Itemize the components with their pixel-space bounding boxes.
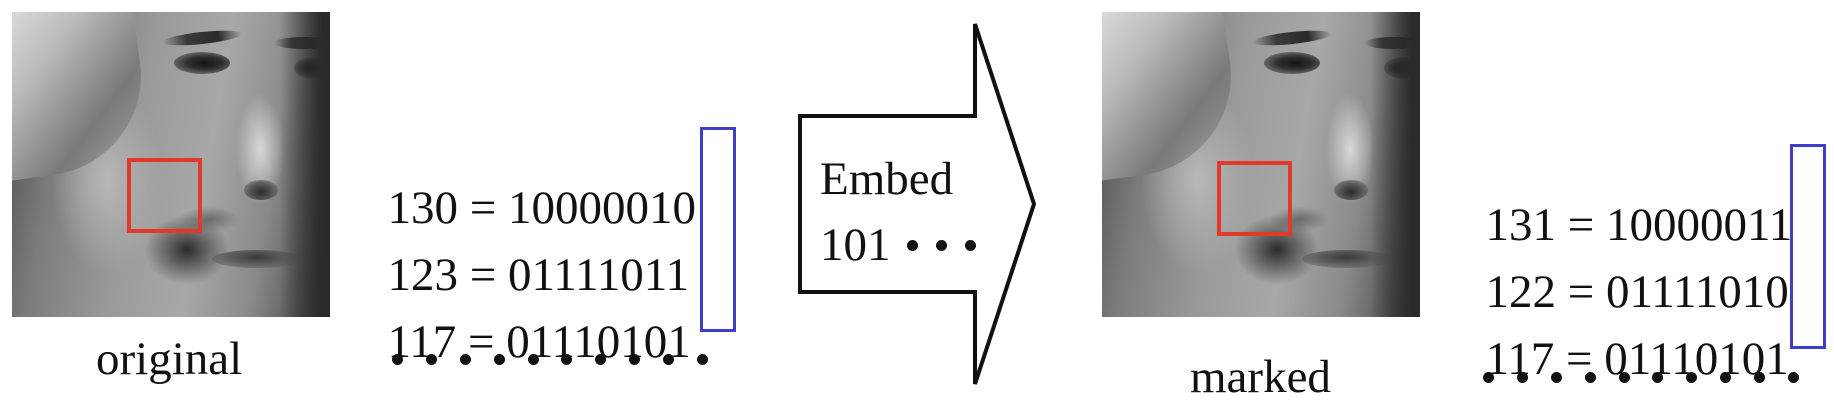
original-decimal: 123 <box>387 249 459 301</box>
original-binary-prefix: 0111101 <box>508 249 666 301</box>
original-lsb-column-box <box>700 127 736 332</box>
continuation-dot <box>527 354 539 365</box>
ellipsis-dot <box>964 240 976 251</box>
continuation-dot <box>493 354 505 365</box>
marked-binary-prefix: 1000001 <box>1606 199 1769 251</box>
continuation-dot <box>1652 372 1664 383</box>
marked-lsb: 0 <box>1765 266 1789 318</box>
continuation-dot <box>663 354 674 365</box>
continuation-dot <box>1754 372 1765 383</box>
embed-label: Embed <box>820 153 954 205</box>
marked-decimal: 131 <box>1485 199 1557 251</box>
continuation-dot <box>392 354 403 365</box>
marked-lsb-column-box <box>1790 144 1826 349</box>
original-caption: original <box>96 333 243 385</box>
marked-lsb: 1 <box>1765 333 1789 385</box>
ellipsis-dot <box>935 240 947 251</box>
original-face-image <box>12 12 330 317</box>
continuation-dot <box>1618 372 1630 383</box>
embed-arrow <box>798 23 1037 385</box>
original-continuation-dots <box>392 354 708 365</box>
equals-sign: = <box>458 182 509 234</box>
marked-decimal: 122 <box>1485 266 1557 318</box>
original-lsb: 1 <box>665 249 690 301</box>
continuation-dot <box>595 354 607 365</box>
continuation-dot <box>1550 372 1562 383</box>
ellipsis-dot <box>906 240 918 251</box>
marked-continuation-dots <box>1483 372 1799 383</box>
continuation-dot <box>1516 372 1528 383</box>
original-decimal: 130 <box>387 182 459 234</box>
continuation-dot <box>1787 372 1799 383</box>
continuation-dot <box>561 354 573 365</box>
marked-equation-row: 117 = 01110101 <box>1462 289 1789 383</box>
marked-binary-prefix: 0111101 <box>1606 266 1766 318</box>
continuation-dot <box>1720 372 1732 383</box>
marked-caption: marked <box>1190 351 1331 403</box>
original-pixel-highlight-box <box>127 158 202 233</box>
marked-equation-row: 122 = 01111010 <box>1462 222 1789 316</box>
original-equation-row: 117 = 01110101 <box>364 272 691 366</box>
embed-bits-dots <box>906 240 976 251</box>
original-lsb: 1 <box>667 316 691 368</box>
marked-binary-prefix: 0111010 <box>1604 333 1766 385</box>
marked-lsb: 1 <box>1768 199 1793 251</box>
embed-bits-row: 101 <box>820 222 976 269</box>
equals-sign: = <box>1556 199 1607 251</box>
equals-sign: = <box>1556 266 1607 318</box>
marked-pixel-highlight-box <box>1217 161 1292 236</box>
marked-face-image <box>1102 12 1420 317</box>
continuation-dot <box>696 354 708 365</box>
continuation-dot <box>459 354 471 365</box>
equals-sign: = <box>458 249 509 301</box>
embed-bits: 101 <box>820 219 891 271</box>
continuation-dot <box>629 354 641 365</box>
marked-equation-row: 131 = 10000011 <box>1462 155 1793 251</box>
original-lsb: 0 <box>672 182 697 234</box>
continuation-dot <box>1686 372 1698 383</box>
continuation-dot <box>1584 372 1596 383</box>
original-equation-row: 123 = 01111011 <box>364 205 690 301</box>
equals-sign: = <box>456 316 507 368</box>
continuation-dot <box>1483 372 1494 383</box>
original-binary-prefix: 1000001 <box>508 182 673 234</box>
continuation-dot <box>425 354 437 365</box>
original-equation-row: 130 = 10000010 <box>364 138 697 234</box>
